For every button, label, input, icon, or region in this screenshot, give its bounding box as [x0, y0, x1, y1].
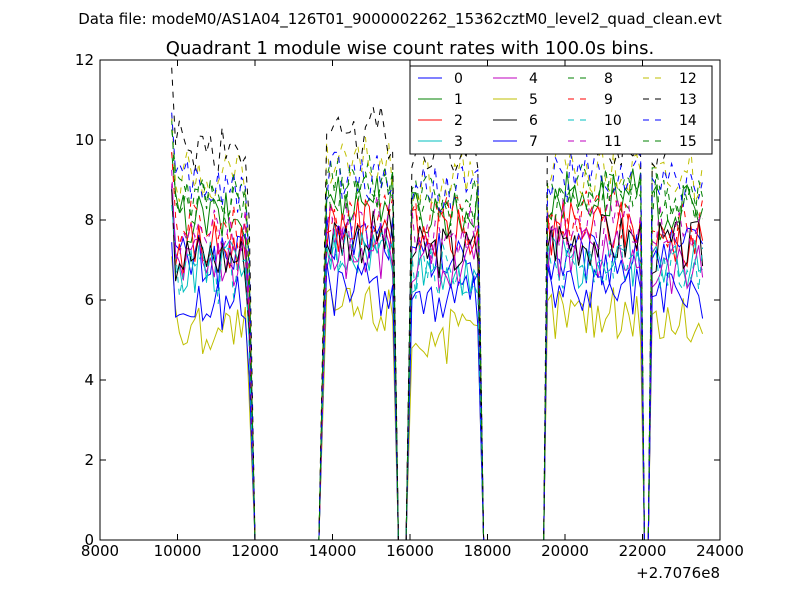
x-tick-label: 14000: [309, 542, 357, 560]
series-line-7: [171, 242, 704, 540]
series-line-6: [171, 189, 704, 540]
series-line-4: [171, 183, 704, 540]
series-line-3: [171, 186, 703, 540]
series-line-0: [171, 187, 704, 540]
chart-suptitle: Data file: modeM0/AS1A04_126T01_90000022…: [78, 10, 722, 29]
x-offset-label: +2.7076e8: [636, 564, 720, 582]
x-tick-label: 8000: [81, 542, 119, 560]
series-line-1: [171, 152, 704, 540]
x-tick-label: 24000: [696, 542, 744, 560]
legend-label-6: 6: [529, 113, 538, 129]
legend-label-7: 7: [529, 134, 538, 150]
y-tick-label: 0: [84, 531, 94, 549]
series-line-11: [171, 169, 704, 540]
legend-label-0: 0: [454, 71, 463, 87]
y-tick-label: 2: [84, 451, 94, 469]
x-tick-label: 10000: [154, 542, 202, 560]
legend-label-8: 8: [604, 71, 613, 87]
x-axis: 8000 10000 12000 14000 16000 18000 20000 22000 2…: [81, 60, 744, 560]
y-tick-label: 10: [75, 131, 94, 149]
legend-frame: [409, 65, 713, 155]
legend-label-13: 13: [679, 92, 697, 108]
x-tick-label: 18000: [464, 542, 512, 560]
legend-label-15: 15: [679, 134, 697, 150]
y-tick-label: 6: [84, 291, 94, 309]
series-line-14: [171, 112, 704, 540]
x-tick-label: 12000: [231, 542, 279, 560]
legend-label-4: 4: [529, 71, 538, 87]
chart-title: Quadrant 1 module wise count rates with …: [166, 38, 655, 59]
legend-label-9: 9: [604, 92, 613, 108]
legend-label-11: 11: [604, 134, 622, 150]
x-tick-label: 20000: [541, 542, 589, 560]
y-tick-label: 8: [84, 211, 94, 229]
series-line-12: [171, 114, 704, 540]
x-tick-label: 16000: [386, 542, 434, 560]
series-line-9: [171, 151, 704, 540]
plot-area: 8000 10000 12000 14000 16000 18000 20000 22000 2…: [75, 51, 744, 560]
legend-label-14: 14: [679, 113, 697, 129]
x-tick-label: 22000: [619, 542, 667, 560]
legend-label-5: 5: [529, 92, 538, 108]
legend-label-2: 2: [454, 113, 463, 129]
legend-label-10: 10: [604, 113, 622, 129]
legend-label-12: 12: [679, 71, 697, 87]
legend-label-3: 3: [454, 134, 463, 150]
legend-label-1: 1: [454, 92, 463, 108]
series-layer: [171, 67, 704, 540]
y-tick-label: 4: [84, 371, 94, 389]
y-tick-label: 12: [75, 51, 94, 69]
series-line-5: [171, 256, 704, 540]
series-line-15: [171, 129, 704, 540]
